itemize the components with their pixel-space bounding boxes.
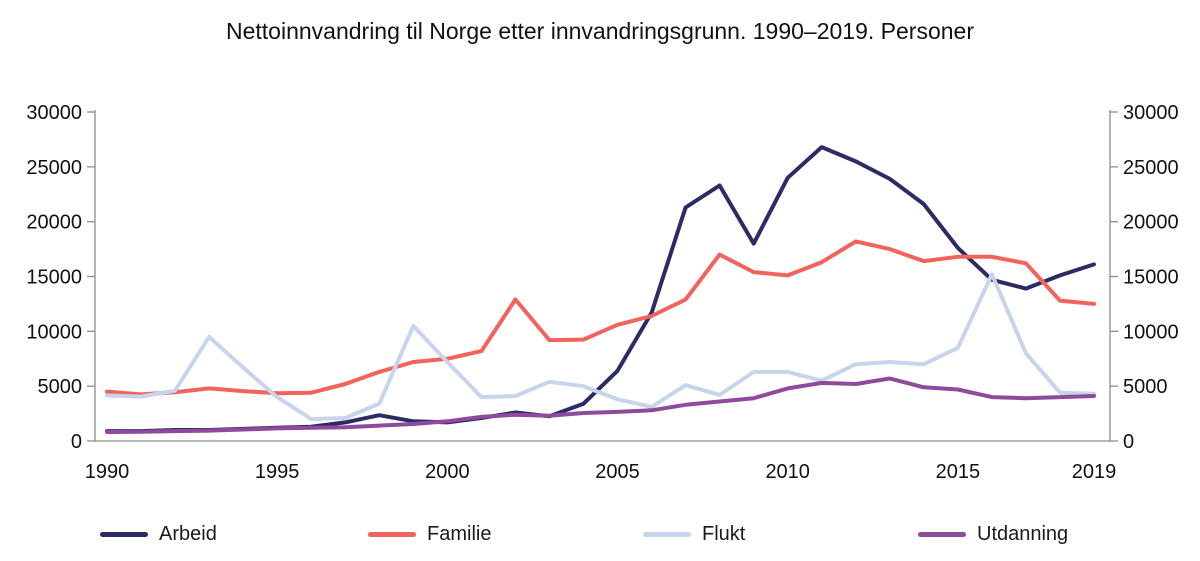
y-tick-label-left: 20000	[26, 212, 82, 234]
y-tick-label-right: 30000	[1123, 102, 1179, 124]
x-tick-label: 1990	[85, 461, 130, 483]
y-tick-label-right: 20000	[1123, 212, 1179, 234]
y-tick-label-left: 30000	[26, 102, 82, 124]
y-tick-label-left: 25000	[26, 157, 82, 179]
x-tick-label: 1995	[255, 461, 300, 483]
y-tick-label-left: 0	[71, 431, 82, 453]
series-line-familie	[105, 239, 1096, 397]
chart-title: Nettoinnvandring til Norge etter innvand…	[226, 18, 974, 44]
series-line-flukt	[105, 272, 1096, 422]
y-tick-label-left: 15000	[26, 267, 82, 289]
x-tick-label: 2015	[936, 461, 981, 483]
y-tick-label-right: 15000	[1123, 267, 1179, 289]
x-tick-label: 2019	[1072, 461, 1117, 483]
y-tick-label-right: 10000	[1123, 321, 1179, 343]
series-line-utdanning	[105, 376, 1096, 434]
y-tick-label-right: 25000	[1123, 157, 1179, 179]
y-tick-label-left: 10000	[26, 321, 82, 343]
y-tick-label-right: 5000	[1123, 376, 1168, 398]
y-tick-label-left: 5000	[38, 376, 83, 398]
x-tick-label: 2010	[765, 461, 810, 483]
y-tick-label-right: 0	[1123, 431, 1134, 453]
x-tick-label: 2005	[595, 461, 640, 483]
x-tick-label: 2000	[425, 461, 470, 483]
